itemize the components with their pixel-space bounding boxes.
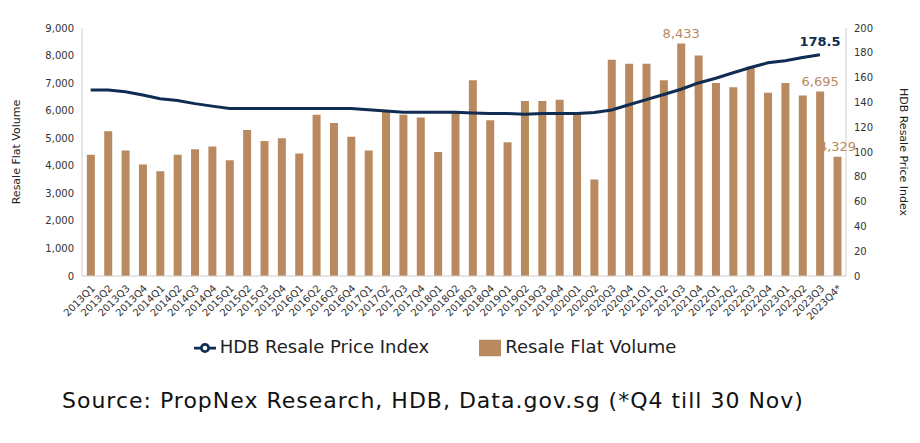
svg-text:40: 40 [854, 221, 867, 232]
svg-text:2019Q3: 2019Q3 [512, 282, 549, 319]
svg-text:2014Q3: 2014Q3 [165, 282, 202, 319]
svg-text:6,695: 6,695 [802, 74, 839, 89]
svg-text:2020Q3: 2020Q3 [582, 282, 618, 319]
svg-text:3,000: 3,000 [45, 188, 74, 199]
svg-text:2014Q1: 2014Q1 [130, 282, 167, 319]
svg-text:2019Q2: 2019Q2 [495, 282, 532, 319]
svg-text:7,000: 7,000 [45, 78, 74, 89]
svg-text:1,000: 1,000 [45, 243, 74, 254]
svg-text:178.5: 178.5 [799, 34, 840, 49]
svg-text:Resale Flat Volume: Resale Flat Volume [10, 99, 23, 204]
svg-text:180: 180 [854, 47, 873, 58]
svg-text:2023Q2: 2023Q2 [773, 282, 809, 319]
svg-text:140: 140 [854, 97, 873, 108]
svg-text:2021Q4: 2021Q4 [669, 282, 705, 319]
svg-text:8,000: 8,000 [45, 50, 74, 61]
svg-text:2018Q4: 2018Q4 [460, 282, 497, 319]
svg-text:2023Q3: 2023Q3 [790, 282, 827, 319]
html-text:Resale Flat Volume: Resale Flat Volume [505, 336, 677, 357]
svg-text:160: 160 [854, 72, 873, 83]
svg-text:60: 60 [854, 196, 867, 207]
svg-text:2023Q1: 2023Q1 [755, 282, 792, 319]
svg-text:80: 80 [854, 171, 867, 182]
svg-text:2014Q4: 2014Q4 [182, 282, 219, 319]
svg-text:2023Q4*: 2023Q4* [804, 283, 843, 322]
svg-text:2013Q2: 2013Q2 [78, 282, 115, 319]
svg-text:2015Q1: 2015Q1 [200, 282, 236, 319]
svg-text:4,000: 4,000 [45, 160, 74, 171]
svg-text:0: 0 [68, 271, 74, 282]
svg-text:9,000: 9,000 [45, 23, 74, 34]
svg-text:200: 200 [854, 23, 873, 34]
svg-text:4,329: 4,329 [819, 139, 856, 154]
svg-text:2020Q1: 2020Q1 [547, 282, 584, 319]
html-text:Source: PropNex Research, HDB,: Source: PropNex Research, HDB, Data.gov.… [62, 388, 804, 413]
svg-text:2018Q2: 2018Q2 [425, 282, 462, 319]
svg-text:2013Q4: 2013Q4 [113, 282, 150, 319]
svg-text:5,000: 5,000 [45, 133, 74, 144]
svg-text:2018Q1: 2018Q1 [408, 282, 445, 319]
svg-text:2,000: 2,000 [45, 215, 74, 226]
svg-text:2017Q4: 2017Q4 [391, 282, 427, 319]
svg-text:2015Q3: 2015Q3 [234, 282, 271, 319]
svg-text:2014Q2: 2014Q2 [148, 282, 184, 319]
svg-text:2018Q3: 2018Q3 [443, 282, 480, 319]
svg-text:2016Q4: 2016Q4 [321, 282, 358, 319]
svg-text:2013Q3: 2013Q3 [96, 282, 132, 319]
svg-text:2022Q2: 2022Q2 [703, 282, 740, 319]
svg-text:2022Q3: 2022Q3 [721, 282, 757, 319]
svg-text:100: 100 [854, 147, 873, 158]
html-text:HDB Resale Price Index: HDB Resale Price Index [219, 336, 430, 357]
svg-text:2016Q1: 2016Q1 [269, 282, 306, 319]
svg-text:2016Q2: 2016Q2 [287, 282, 323, 319]
svg-text:HDB Resale Price Index: HDB Resale Price Index [897, 88, 910, 217]
svg-text:20: 20 [854, 246, 867, 257]
svg-text:2020Q2: 2020Q2 [564, 282, 601, 319]
svg-text:2019Q4: 2019Q4 [530, 282, 566, 319]
svg-text:2013Q1: 2013Q1 [61, 282, 98, 319]
svg-text:6,000: 6,000 [45, 105, 74, 116]
svg-text:2020Q4: 2020Q4 [599, 282, 636, 319]
svg-text:2021Q2: 2021Q2 [634, 282, 671, 319]
svg-text:0: 0 [854, 271, 860, 282]
svg-text:2021Q3: 2021Q3 [651, 282, 688, 319]
svg-text:8,433: 8,433 [663, 26, 700, 41]
svg-text:2019Q1: 2019Q1 [478, 282, 514, 319]
svg-text:2015Q2: 2015Q2 [217, 282, 254, 319]
svg-text:2017Q2: 2017Q2 [356, 282, 393, 319]
svg-text:2022Q1: 2022Q1 [686, 282, 723, 319]
svg-text:120: 120 [854, 122, 873, 133]
svg-text:2017Q3: 2017Q3 [373, 282, 410, 319]
svg-text:2016Q3: 2016Q3 [304, 282, 341, 319]
svg-text:2021Q1: 2021Q1 [616, 282, 653, 319]
svg-text:2017Q1: 2017Q1 [339, 282, 375, 319]
svg-text:2022Q4: 2022Q4 [738, 282, 775, 319]
svg-text:2015Q4: 2015Q4 [252, 282, 289, 319]
